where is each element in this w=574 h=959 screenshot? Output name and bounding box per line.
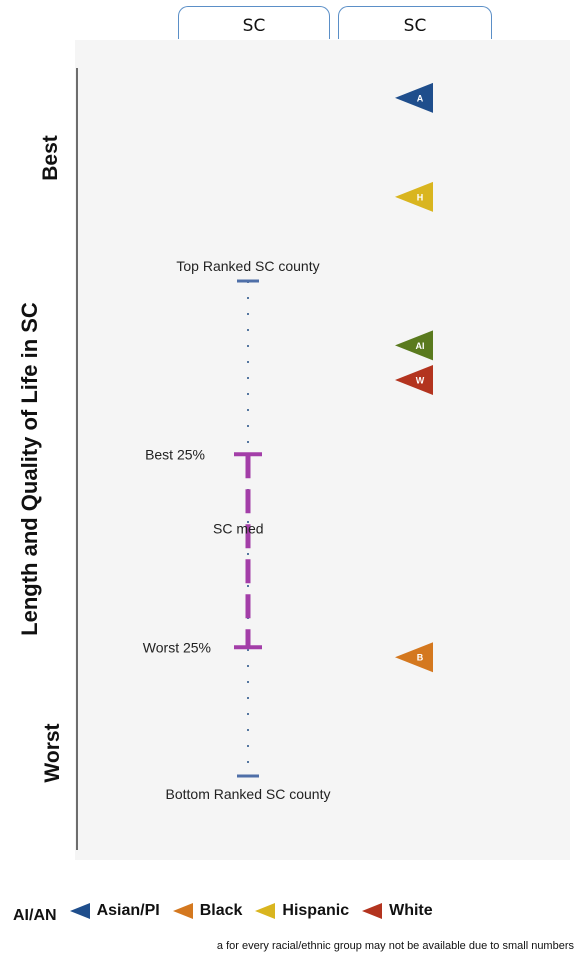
legend-label: White: [389, 902, 433, 919]
legend-triangle-icon: [362, 903, 383, 919]
marker-letter-black: B: [417, 653, 424, 663]
marker-letter-hispanic: H: [417, 192, 424, 202]
legend-item-black: Black: [172, 902, 243, 920]
tab-left[interactable]: SC: [178, 6, 330, 39]
legend-triangle-icon: [69, 903, 90, 919]
y-axis-line: [76, 68, 78, 850]
tab-right[interactable]: SC: [338, 6, 492, 39]
legend-label: Hispanic: [282, 902, 350, 919]
footnote: a for every racial/ethnic group may not …: [216, 940, 574, 952]
legend-label: Black: [199, 902, 243, 919]
legend-item-hispanic: Hispanic: [254, 902, 349, 920]
legend-label: Asian/PI: [96, 902, 160, 919]
tab-left-label: SC: [242, 16, 266, 36]
legend-label: AI/AN: [13, 907, 57, 924]
worst-25-label: Worst 25%: [143, 639, 211, 655]
marker-letter-ai-an: AI: [416, 341, 425, 351]
legend-item-ai-an: AI/AN: [13, 907, 57, 925]
top-county-label: Top Ranked SC county: [176, 258, 319, 274]
marker-white: [395, 365, 433, 395]
marker-letter-white: W: [416, 376, 425, 386]
legend-item-white: White: [361, 902, 433, 920]
legend-triangle-icon: [255, 903, 276, 919]
legend-triangle-icon: [172, 903, 193, 919]
marker-ai-an: [395, 330, 433, 361]
legend-item-asian-pi: Asian/PI: [69, 902, 160, 920]
bottom-county-label: Bottom Ranked SC county: [166, 786, 331, 802]
median-label: SC med: [213, 521, 264, 537]
marker-letter-asian-pi: A: [417, 93, 424, 103]
chart-svg: Top Ranked SC county Bottom Ranked SC cou…: [143, 82, 433, 802]
marker-asian-pi: [395, 82, 433, 113]
marker-hispanic: [395, 181, 433, 212]
chart-panel: [75, 40, 570, 860]
tab-right-label: SC: [403, 16, 427, 36]
best-25-label: Best 25%: [145, 446, 205, 462]
marker-black: [395, 642, 433, 673]
legend: AI/AN Asian/PI Black Hispanic White: [0, 902, 574, 932]
